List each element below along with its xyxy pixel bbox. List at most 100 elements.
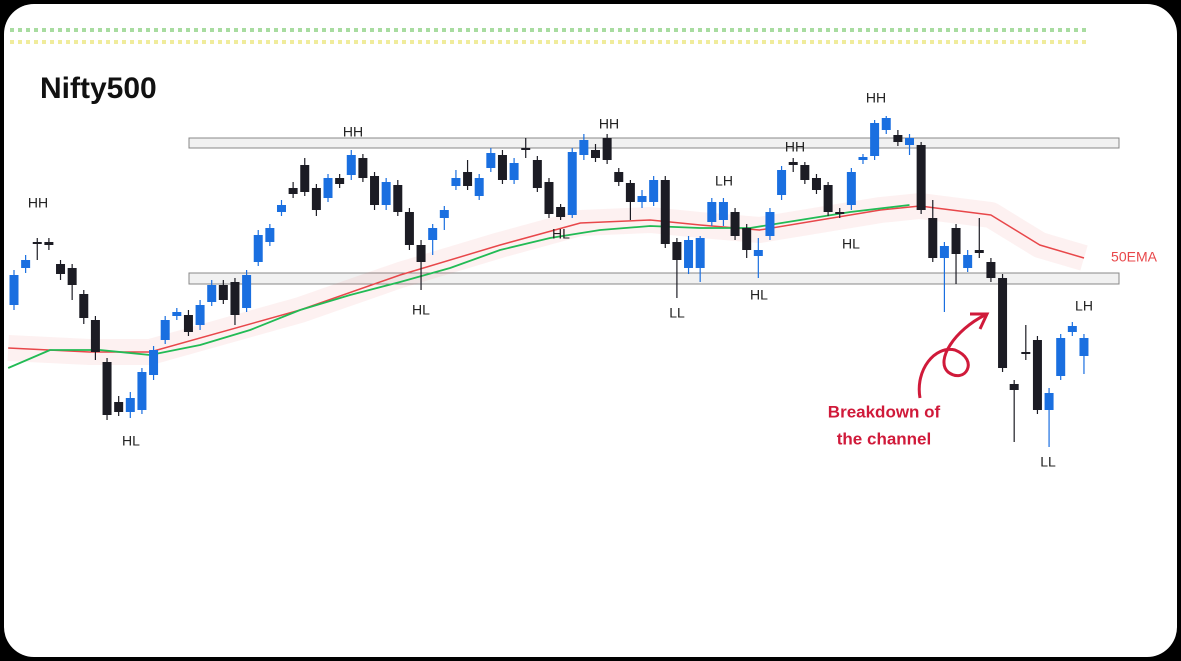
- candle-body: [335, 178, 345, 184]
- candle-body: [44, 242, 54, 245]
- candle-body: [846, 172, 856, 205]
- candle-body: [207, 285, 217, 302]
- candle-body: [544, 182, 554, 214]
- candle-body: [195, 305, 205, 325]
- candle-body: [788, 162, 798, 165]
- arrow: [917, 313, 986, 399]
- ema-line: [8, 205, 1085, 353]
- candle-body: [765, 212, 775, 236]
- channel-top: [188, 137, 1120, 149]
- candle-body: [381, 182, 391, 205]
- candle-body: [416, 245, 426, 262]
- annotation: HH: [866, 90, 886, 106]
- candle-body: [311, 188, 321, 210]
- candle-body: [172, 312, 182, 316]
- candle-body: [684, 240, 694, 268]
- candle-body: [439, 210, 449, 218]
- candle-body: [718, 202, 728, 220]
- annotation: LL: [669, 305, 685, 321]
- candle-body: [114, 402, 124, 412]
- plot: HH HH HH HH HH LH LH HL HL HL HL HL LL LL: [7, 90, 1093, 470]
- candle-body: [1079, 338, 1089, 356]
- candle-body: [753, 250, 763, 256]
- annotation: HL: [750, 287, 768, 303]
- candle-body: [125, 398, 135, 412]
- annotation: LH: [715, 173, 733, 189]
- annotation: HL: [412, 302, 430, 318]
- candle-body: [451, 178, 461, 186]
- candle-body: [963, 255, 973, 268]
- candle-body: [1044, 393, 1054, 410]
- candle-body: [253, 235, 263, 262]
- candle-body: [404, 212, 414, 245]
- candle-body: [56, 264, 66, 274]
- candle-body: [823, 185, 833, 212]
- callout: the channel: [837, 429, 931, 448]
- annotation: HL: [842, 236, 860, 252]
- annotation: HH: [599, 116, 619, 132]
- candle-body: [358, 158, 368, 178]
- candle-body: [428, 228, 438, 240]
- candle-body: [579, 140, 589, 155]
- candle-body: [742, 228, 752, 250]
- arrow-head: [970, 312, 990, 330]
- annotation: HH: [28, 195, 48, 211]
- candle-body: [928, 218, 938, 258]
- candle-body: [230, 282, 240, 315]
- candle-body: [1009, 384, 1019, 390]
- annotation: HL: [552, 226, 570, 242]
- candle-body: [242, 275, 252, 308]
- candle-body: [858, 157, 868, 160]
- candle-body: [300, 165, 310, 192]
- candle-body: [265, 228, 275, 242]
- candle-body: [660, 180, 670, 244]
- candle-body: [463, 172, 473, 186]
- candle-body: [777, 170, 787, 195]
- candle-body: [323, 178, 333, 198]
- candle-body: [614, 172, 624, 182]
- annotation: HH: [785, 139, 805, 155]
- candle-body: [730, 212, 740, 236]
- candle-body: [637, 196, 647, 202]
- candle-body: [370, 176, 380, 205]
- candle-body: [939, 246, 949, 258]
- candle-body: [649, 180, 659, 202]
- candle-body: [67, 268, 77, 285]
- candle-body: [602, 138, 612, 160]
- candle-body: [90, 320, 100, 352]
- frame: [4, 4, 1177, 657]
- candle-body: [1021, 352, 1031, 354]
- candle-body: [881, 118, 891, 130]
- candle-body: [1032, 340, 1042, 410]
- candle-body: [567, 152, 577, 215]
- candle-body: [346, 155, 356, 175]
- chart-title: Nifty500: [40, 72, 157, 105]
- candle-body: [870, 123, 880, 156]
- candle-body: [556, 207, 566, 217]
- candle-body: [183, 315, 193, 332]
- candle-body: [893, 135, 903, 142]
- ema-label: 50EMA: [1111, 249, 1158, 265]
- candle-body: [32, 242, 42, 244]
- candle-body: [521, 148, 531, 150]
- callout: Breakdown of: [828, 402, 941, 421]
- candle-body: [951, 228, 961, 254]
- candle-body: [625, 183, 635, 202]
- candle-body: [497, 155, 507, 180]
- annotation: LH: [1075, 298, 1093, 314]
- candle-body: [509, 163, 519, 180]
- candle-body: [532, 160, 542, 188]
- candle-body: [974, 250, 984, 253]
- candle-body: [79, 294, 89, 318]
- candle-body: [288, 188, 298, 194]
- candle-body: [218, 285, 228, 300]
- candle-body: [486, 153, 496, 168]
- candle-body: [137, 372, 147, 410]
- annotation: HH: [343, 124, 363, 140]
- candle-body: [9, 275, 19, 305]
- candle-body: [276, 205, 286, 212]
- candle-body: [102, 362, 112, 415]
- annotation: HL: [122, 433, 140, 449]
- candle-body: [591, 150, 600, 158]
